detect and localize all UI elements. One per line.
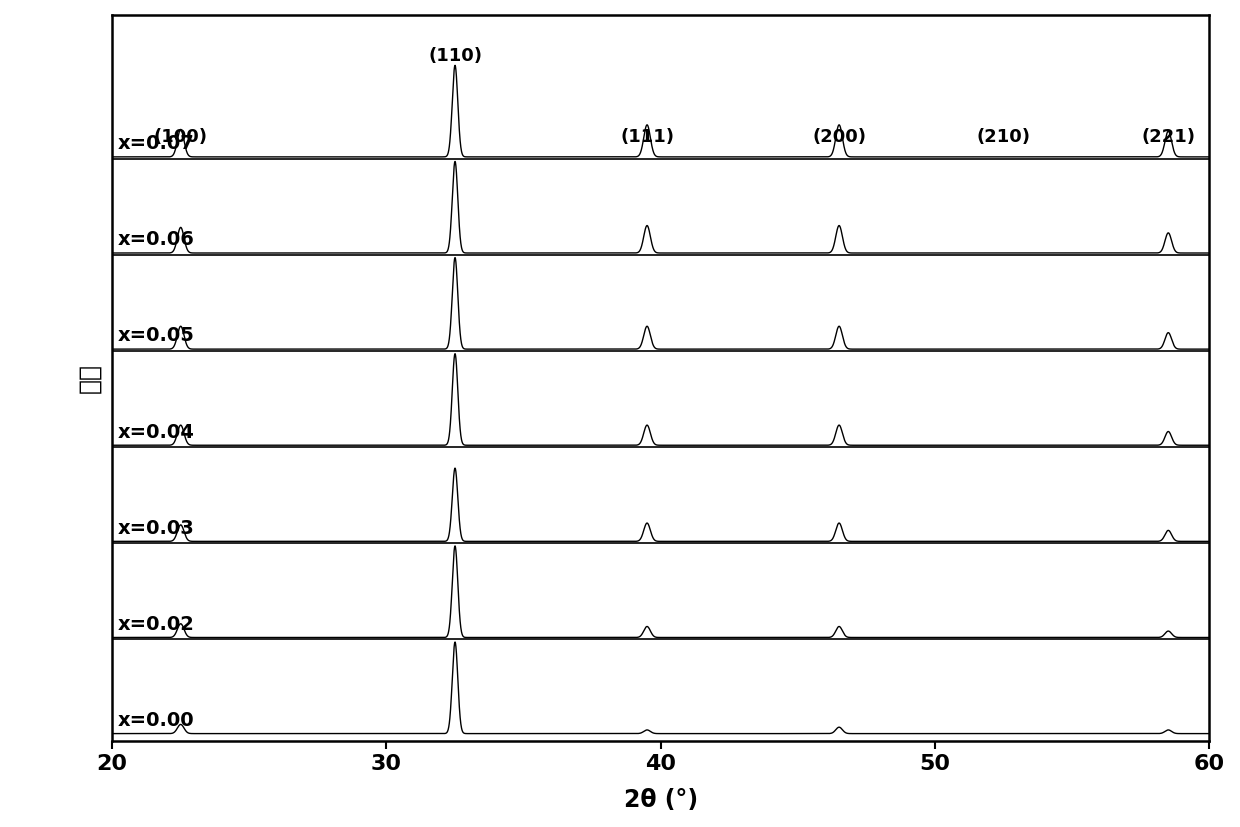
Text: x=0.07: x=0.07 xyxy=(118,134,195,153)
Text: (221): (221) xyxy=(1141,128,1195,146)
Text: x=0.00: x=0.00 xyxy=(118,711,195,730)
Text: x=0.05: x=0.05 xyxy=(118,327,195,346)
Text: x=0.03: x=0.03 xyxy=(118,519,195,538)
X-axis label: 2θ (°): 2θ (°) xyxy=(624,788,698,812)
Text: (110): (110) xyxy=(428,47,482,65)
Text: (111): (111) xyxy=(620,128,675,146)
Text: x=0.04: x=0.04 xyxy=(118,423,195,442)
Text: (200): (200) xyxy=(812,128,866,146)
Text: x=0.06: x=0.06 xyxy=(118,231,195,250)
Text: (210): (210) xyxy=(977,128,1030,146)
Text: (100): (100) xyxy=(154,128,207,146)
Text: x=0.02: x=0.02 xyxy=(118,614,195,633)
Y-axis label: 强度: 强度 xyxy=(77,363,100,393)
